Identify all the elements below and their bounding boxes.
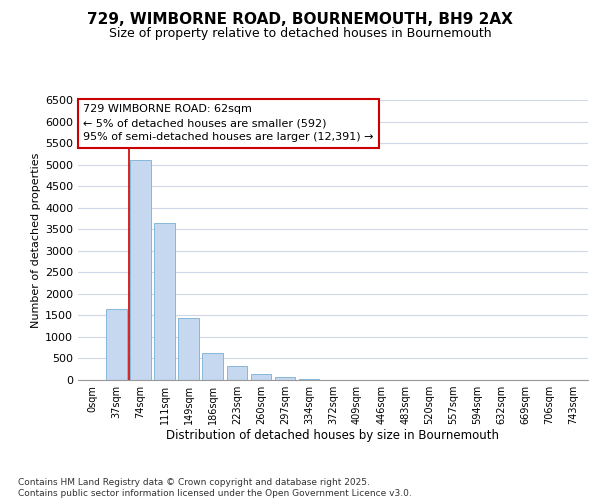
Bar [202, 354, 223, 380]
Bar [130, 160, 151, 380]
Bar [299, 379, 319, 380]
Bar [251, 374, 271, 380]
Text: Size of property relative to detached houses in Bournemouth: Size of property relative to detached ho… [109, 28, 491, 40]
Text: 729 WIMBORNE ROAD: 62sqm
← 5% of detached houses are smaller (592)
95% of semi-d: 729 WIMBORNE ROAD: 62sqm ← 5% of detache… [83, 104, 374, 142]
Bar [178, 318, 199, 380]
Bar [106, 309, 127, 380]
Y-axis label: Number of detached properties: Number of detached properties [31, 152, 41, 328]
X-axis label: Distribution of detached houses by size in Bournemouth: Distribution of detached houses by size … [167, 428, 499, 442]
Bar [275, 377, 295, 380]
Text: 729, WIMBORNE ROAD, BOURNEMOUTH, BH9 2AX: 729, WIMBORNE ROAD, BOURNEMOUTH, BH9 2AX [87, 12, 513, 28]
Text: Contains HM Land Registry data © Crown copyright and database right 2025.
Contai: Contains HM Land Registry data © Crown c… [18, 478, 412, 498]
Bar [227, 366, 247, 380]
Bar [154, 223, 175, 380]
